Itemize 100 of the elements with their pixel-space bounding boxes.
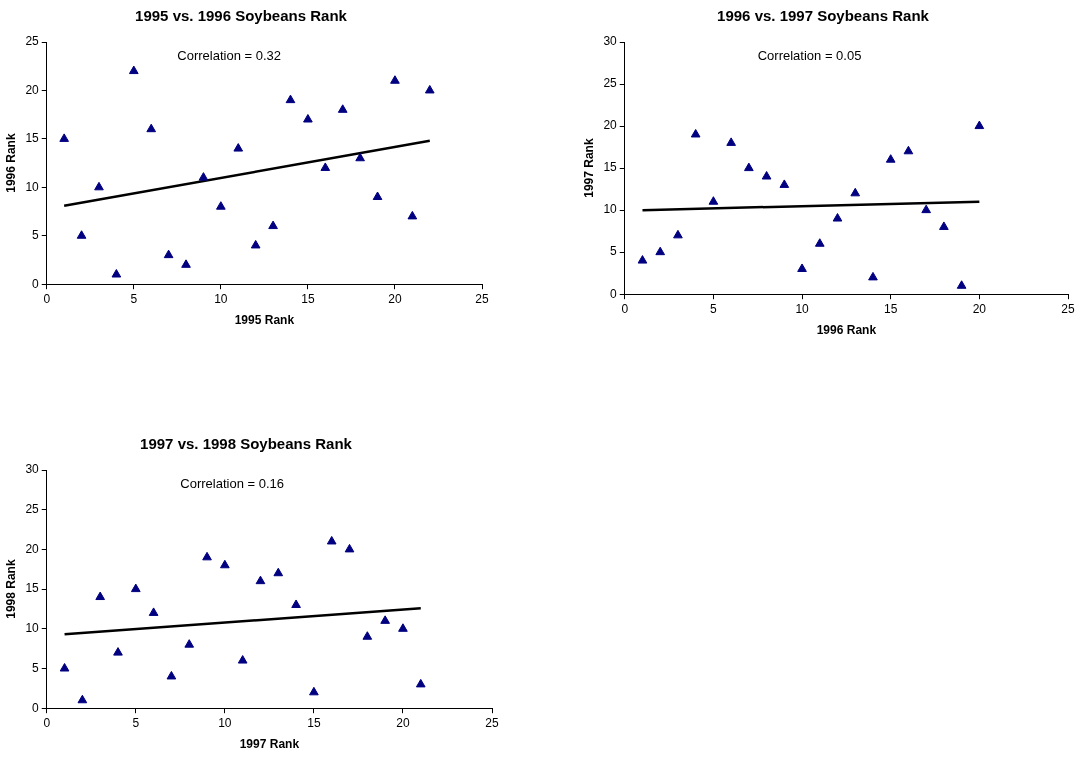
point xyxy=(380,615,390,624)
point xyxy=(285,94,296,104)
y-tick-label: 10 xyxy=(25,621,40,636)
point xyxy=(726,137,736,146)
point xyxy=(673,229,683,239)
x-tick-label: 20 xyxy=(388,291,402,306)
point xyxy=(939,221,949,230)
y-tick-label: 10 xyxy=(25,179,40,194)
y-tick-label: 5 xyxy=(32,660,40,675)
point xyxy=(850,187,861,197)
chart-title: 1997 vs. 1998 Soybeans Rank xyxy=(140,435,353,453)
point xyxy=(921,204,931,214)
point xyxy=(372,191,383,201)
x-tick-label: 0 xyxy=(43,291,51,306)
point xyxy=(111,269,122,278)
chart-title: 1996 vs. 1997 Soybeans Rank xyxy=(717,7,930,25)
point xyxy=(637,255,648,264)
point xyxy=(885,154,896,163)
x-tick-label: 20 xyxy=(972,301,987,316)
point xyxy=(113,647,123,656)
x-tick-label: 15 xyxy=(307,715,321,730)
point xyxy=(797,263,807,272)
point xyxy=(94,181,104,191)
point xyxy=(974,120,985,130)
y-axis-title: 1996 Rank xyxy=(3,133,18,193)
point xyxy=(309,686,319,696)
point xyxy=(95,591,106,601)
point xyxy=(198,172,209,181)
point xyxy=(903,145,914,155)
point xyxy=(355,152,365,162)
y-tick-label: 0 xyxy=(32,276,40,291)
y-tick-label: 20 xyxy=(603,118,618,133)
x-tick-label: 5 xyxy=(132,715,140,730)
y-tick-label: 0 xyxy=(32,700,40,715)
point xyxy=(163,249,174,259)
x-axis-title: 1997 Rank xyxy=(239,737,300,752)
point xyxy=(337,104,348,113)
point xyxy=(744,162,754,172)
point xyxy=(59,663,70,672)
annotation: Correlation = 0.05 xyxy=(757,47,862,63)
point xyxy=(59,133,69,142)
x-tick-label: 5 xyxy=(130,291,138,306)
x-tick-label: 10 xyxy=(214,291,228,306)
y-tick-label: 15 xyxy=(25,581,40,596)
point xyxy=(233,143,244,152)
point xyxy=(216,201,226,210)
point xyxy=(708,196,719,205)
y-tick-label: 25 xyxy=(25,34,40,49)
x-tick-label: 25 xyxy=(485,715,499,730)
y-tick-label: 30 xyxy=(603,34,618,49)
point xyxy=(832,213,843,222)
point xyxy=(415,678,426,688)
point xyxy=(320,162,331,171)
point xyxy=(868,271,878,281)
point xyxy=(255,575,266,585)
point xyxy=(237,655,248,664)
x-tick-label: 25 xyxy=(475,291,489,306)
x-axis-title: 1996 Rank xyxy=(816,323,877,338)
point xyxy=(128,65,139,75)
point xyxy=(761,171,772,180)
y-tick-label: 5 xyxy=(32,228,40,243)
point xyxy=(690,128,701,138)
y-tick-label: 20 xyxy=(25,541,40,556)
x-tick-label: 15 xyxy=(301,291,315,306)
point xyxy=(273,567,284,577)
point xyxy=(148,607,159,616)
y-tick-label: 15 xyxy=(603,160,618,175)
point xyxy=(398,623,408,632)
point xyxy=(424,84,435,94)
y-axis-title: 1998 Rank xyxy=(3,559,18,619)
point xyxy=(303,114,313,123)
point xyxy=(268,220,278,230)
point xyxy=(77,694,88,704)
point xyxy=(655,246,666,256)
point xyxy=(291,599,301,608)
y-axis-title: 1997 Rank xyxy=(581,138,596,198)
point xyxy=(362,631,373,640)
point xyxy=(166,670,177,680)
x-axis-title: 1995 Rank xyxy=(234,313,295,328)
point xyxy=(220,559,230,569)
y-tick-label: 15 xyxy=(25,131,40,146)
point xyxy=(407,210,418,220)
x-tick-label: 10 xyxy=(218,715,232,730)
point xyxy=(202,551,212,561)
point xyxy=(956,280,967,289)
point xyxy=(76,230,87,239)
y-tick-label: 25 xyxy=(25,502,40,517)
x-tick-label: 15 xyxy=(884,301,898,316)
x-tick-label: 25 xyxy=(1061,301,1075,316)
y-tick-label: 10 xyxy=(603,202,618,217)
annotation: Correlation = 0.32 xyxy=(177,47,282,63)
x-tick-label: 0 xyxy=(43,715,51,730)
x-tick-label: 10 xyxy=(795,301,810,316)
y-tick-label: 30 xyxy=(25,462,40,477)
point xyxy=(344,543,355,553)
point xyxy=(250,239,261,249)
chart-title: 1995 vs. 1996 Soybeans Rank xyxy=(135,7,348,25)
point xyxy=(814,238,825,247)
y-tick-label: 20 xyxy=(25,82,40,97)
annotation: Correlation = 0.16 xyxy=(180,475,285,491)
